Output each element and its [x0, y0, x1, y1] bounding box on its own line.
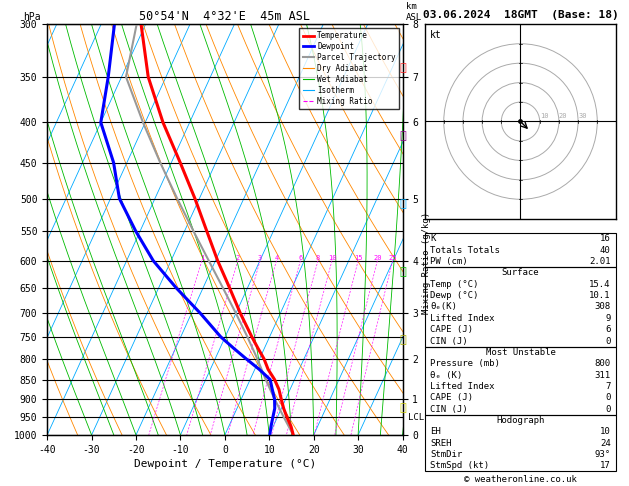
Text: 6: 6 [605, 325, 611, 334]
Text: Lifted Index: Lifted Index [430, 314, 495, 323]
Text: CIN (J): CIN (J) [430, 404, 468, 414]
Text: 10: 10 [540, 113, 548, 119]
X-axis label: Dewpoint / Temperature (°C): Dewpoint / Temperature (°C) [134, 459, 316, 469]
Text: ᒊ: ᒊ [399, 199, 406, 209]
Text: Mixing Ratio (g/kg): Mixing Ratio (g/kg) [422, 211, 431, 313]
Text: 9: 9 [605, 314, 611, 323]
Text: 03.06.2024  18GMT  (Base: 18): 03.06.2024 18GMT (Base: 18) [423, 10, 618, 20]
Text: Hodograph: Hodograph [496, 416, 545, 425]
Text: kt: kt [430, 30, 442, 40]
Text: 10: 10 [328, 255, 336, 260]
Text: 0: 0 [605, 336, 611, 346]
Text: 24: 24 [600, 438, 611, 448]
Text: 2.01: 2.01 [589, 257, 611, 266]
Text: 1: 1 [200, 255, 204, 260]
Text: 20: 20 [373, 255, 382, 260]
Text: 2: 2 [236, 255, 240, 260]
Text: 25: 25 [388, 255, 397, 260]
Bar [425, 267, 616, 347]
Text: ᒊ: ᒊ [399, 403, 406, 413]
Text: 800: 800 [594, 359, 611, 368]
Text: ᒊ: ᒊ [399, 267, 406, 277]
Text: Lifted Index: Lifted Index [430, 382, 495, 391]
Text: ᒊ: ᒊ [399, 63, 406, 73]
Text: ᒊ: ᒊ [399, 131, 406, 141]
Title: 50°54'N  4°32'E  45m ASL: 50°54'N 4°32'E 45m ASL [140, 10, 310, 23]
Text: θₑ(K): θₑ(K) [430, 302, 457, 312]
Text: Surface: Surface [502, 268, 539, 278]
Text: 93°: 93° [594, 450, 611, 459]
Text: CIN (J): CIN (J) [430, 336, 468, 346]
Text: CAPE (J): CAPE (J) [430, 393, 474, 402]
Text: Temp (°C): Temp (°C) [430, 280, 479, 289]
Text: Pressure (mb): Pressure (mb) [430, 359, 500, 368]
Text: StmDir: StmDir [430, 450, 462, 459]
Text: 15.4: 15.4 [589, 280, 611, 289]
Text: © weatheronline.co.uk: © weatheronline.co.uk [464, 474, 577, 484]
Text: K: K [430, 234, 436, 243]
Text: 15: 15 [354, 255, 362, 260]
Text: 20: 20 [559, 113, 567, 119]
Bar [425, 415, 616, 471]
Text: 10.1: 10.1 [589, 291, 611, 300]
Text: Dewp (°C): Dewp (°C) [430, 291, 479, 300]
Text: 16: 16 [600, 234, 611, 243]
Legend: Temperature, Dewpoint, Parcel Trajectory, Dry Adiabat, Wet Adiabat, Isotherm, Mi: Temperature, Dewpoint, Parcel Trajectory… [299, 28, 399, 109]
Text: 311: 311 [594, 370, 611, 380]
Text: 30: 30 [578, 113, 587, 119]
Text: 6: 6 [298, 255, 303, 260]
Text: Totals Totals: Totals Totals [430, 246, 500, 255]
Bar [425, 347, 616, 415]
Text: ᒊ: ᒊ [399, 335, 406, 345]
Text: SREH: SREH [430, 438, 452, 448]
Text: θₑ (K): θₑ (K) [430, 370, 462, 380]
Text: CAPE (J): CAPE (J) [430, 325, 474, 334]
Text: hPa: hPa [23, 12, 41, 22]
Text: 4: 4 [274, 255, 279, 260]
Text: 308: 308 [594, 302, 611, 312]
Text: 0: 0 [605, 393, 611, 402]
Text: LCL: LCL [408, 413, 424, 422]
Text: EH: EH [430, 427, 441, 436]
Text: 0: 0 [605, 404, 611, 414]
Text: 17: 17 [600, 461, 611, 470]
Text: 8: 8 [316, 255, 320, 260]
Text: 40: 40 [600, 246, 611, 255]
Text: km
ASL: km ASL [406, 2, 422, 22]
Text: 3: 3 [258, 255, 262, 260]
Text: Most Unstable: Most Unstable [486, 348, 555, 357]
Bar [425, 233, 616, 267]
Text: StmSpd (kt): StmSpd (kt) [430, 461, 489, 470]
Text: 7: 7 [605, 382, 611, 391]
Text: PW (cm): PW (cm) [430, 257, 468, 266]
Text: 10: 10 [600, 427, 611, 436]
